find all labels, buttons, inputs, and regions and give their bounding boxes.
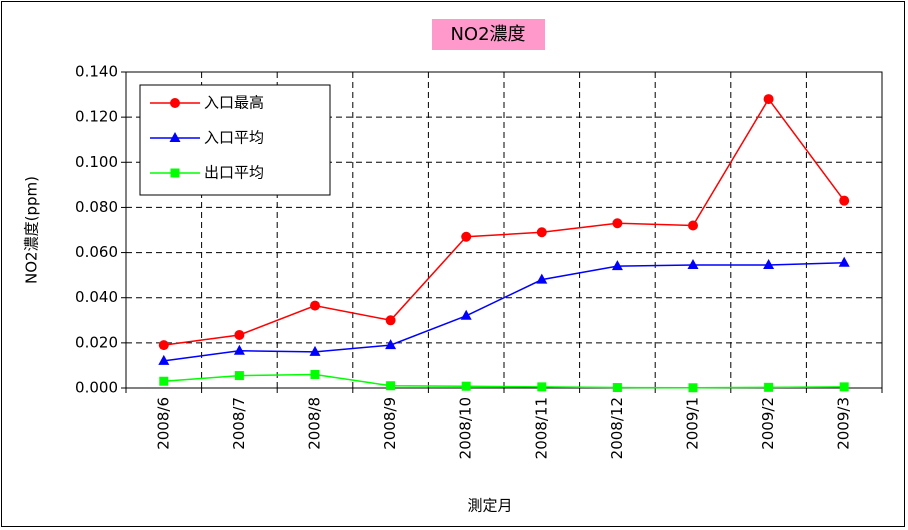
marker [170,168,180,178]
marker [763,94,774,105]
x-tick-label: 2008/7 [230,397,248,450]
marker [461,231,472,242]
marker [385,339,397,350]
marker [234,329,245,340]
marker [764,382,774,392]
y-tick-label: 0.020 [75,333,118,351]
x-tick-label: 2008/9 [381,397,399,450]
marker [460,309,472,320]
y-tick-label: 0.120 [75,108,118,126]
marker [687,258,699,269]
marker [611,260,623,271]
x-tick-label: 2009/1 [684,397,702,450]
marker [839,195,850,206]
marker [763,258,775,269]
marker [688,383,698,393]
marker [233,344,245,355]
marker [537,382,547,392]
series-line [163,373,845,389]
y-tick-label: 0.040 [75,288,118,306]
marker [170,98,180,108]
series-line [163,261,845,362]
x-axis-label: 測定月 [467,497,512,515]
x-tick-label: 2009/2 [759,397,777,450]
marker [838,256,850,267]
marker [158,340,169,351]
marker [536,227,547,238]
y-tick-label: 0.060 [75,243,118,261]
marker [461,381,471,391]
marker [159,376,169,386]
y-tick-label: 0.000 [75,379,118,397]
marker [612,383,622,393]
x-tick-label: 2008/11 [532,397,550,459]
marker [158,354,170,365]
x-tick-label: 2008/8 [306,397,324,450]
marker [169,132,181,142]
y-axis-label: NO2濃度(ppm) [23,176,41,284]
x-tick-label: 2008/12 [608,397,626,459]
series-line [163,97,845,346]
y-tick-label: 0.080 [75,198,118,216]
title-background [432,19,545,50]
marker [310,369,320,379]
marker [536,273,548,284]
marker [612,218,623,229]
plot-border [125,71,883,389]
x-tick-label: 2009/3 [835,397,853,450]
x-tick-label: 2008/6 [154,397,172,450]
marker [839,382,849,392]
legend-label: 出口平均 [204,164,264,182]
legend-label: 入口平均 [204,129,264,147]
marker [386,381,396,391]
y-tick-label: 0.140 [75,63,118,81]
y-tick-label: 0.100 [75,153,118,171]
chart-title: NO2濃度 [450,24,525,45]
marker [309,345,321,356]
legend-label: 入口最高 [204,94,264,112]
x-tick-label: 2008/10 [457,397,475,459]
marker [688,220,698,231]
marker [385,315,396,326]
marker [310,300,320,311]
marker [234,371,244,381]
